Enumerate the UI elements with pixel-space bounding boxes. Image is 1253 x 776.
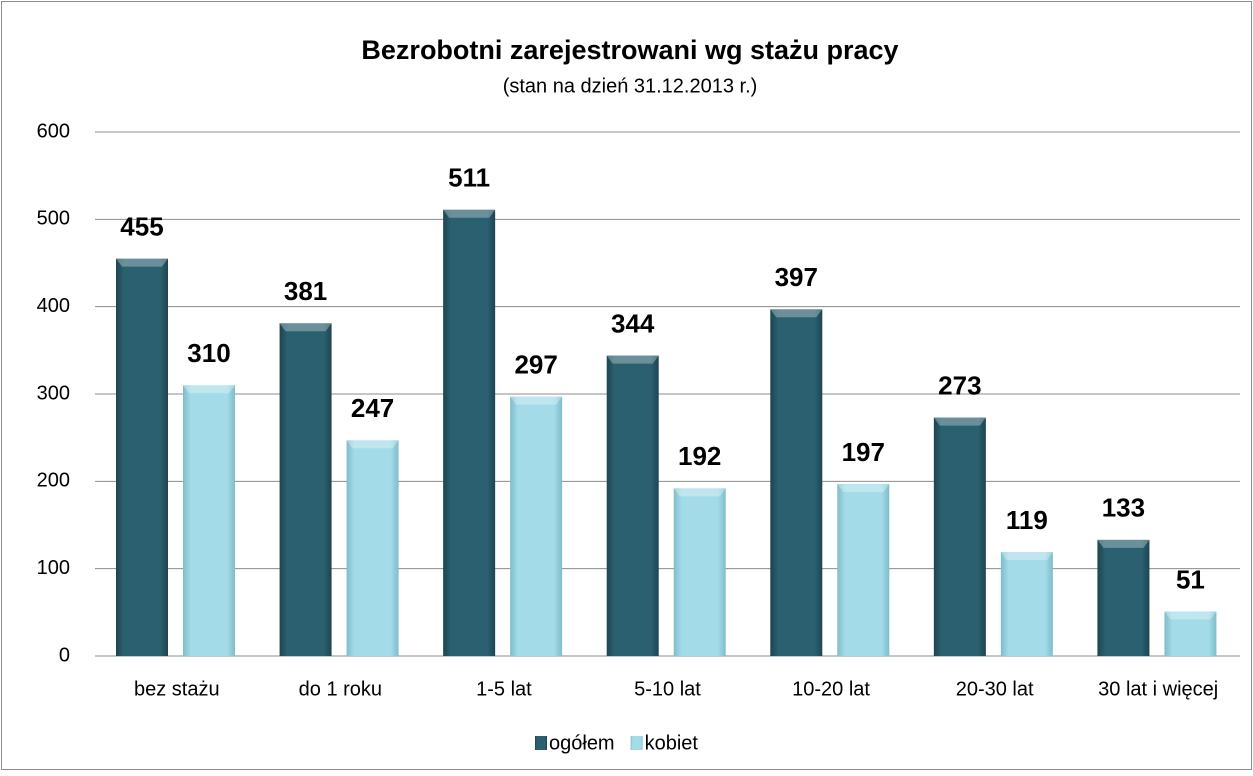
bar bbox=[673, 488, 726, 656]
bar-bevel bbox=[510, 396, 563, 405]
x-tick-label: 1-5 lat bbox=[476, 678, 532, 700]
bar-bevel bbox=[279, 323, 332, 332]
bar bbox=[443, 209, 496, 656]
y-tick-label: 0 bbox=[59, 644, 70, 666]
legend-label: kobiet bbox=[645, 732, 699, 754]
value-label: 297 bbox=[514, 349, 557, 379]
value-label: 381 bbox=[284, 276, 327, 306]
x-tick-label: bez stażu bbox=[134, 678, 220, 700]
bar bbox=[510, 396, 563, 656]
x-tick-label: 30 lat i więcej bbox=[1098, 678, 1218, 700]
y-tick-label: 300 bbox=[37, 382, 70, 404]
legend-label: ogółem bbox=[549, 732, 615, 754]
x-tick-label: 10-20 lat bbox=[792, 678, 870, 700]
bar-bevel bbox=[770, 309, 823, 318]
bar-bevel bbox=[1164, 611, 1217, 620]
y-tick-label: 400 bbox=[37, 295, 70, 317]
bar bbox=[837, 483, 890, 656]
value-label: 192 bbox=[678, 441, 721, 471]
bar-bevel bbox=[837, 483, 890, 492]
bar-bevel bbox=[183, 385, 235, 394]
bar bbox=[606, 355, 659, 656]
value-label: 397 bbox=[775, 262, 818, 292]
bar-bevel bbox=[933, 417, 986, 426]
value-label: 119 bbox=[1006, 505, 1048, 535]
value-label: 247 bbox=[351, 393, 394, 423]
bar bbox=[770, 309, 823, 656]
x-tick-label: 20-30 lat bbox=[956, 678, 1034, 700]
value-label: 51 bbox=[1176, 564, 1205, 594]
bar-bevel bbox=[673, 488, 726, 497]
y-tick-label: 200 bbox=[37, 470, 70, 492]
value-label: 197 bbox=[842, 437, 885, 467]
bar-bevel bbox=[443, 209, 496, 218]
bar bbox=[279, 323, 332, 656]
bar-bevel bbox=[1000, 552, 1053, 561]
bar bbox=[183, 385, 235, 656]
bar-bevel bbox=[346, 440, 399, 449]
value-label: 310 bbox=[187, 338, 230, 368]
y-tick-label: 500 bbox=[37, 208, 70, 230]
bar bbox=[1097, 539, 1150, 656]
value-label: 511 bbox=[448, 163, 490, 193]
bar bbox=[933, 417, 986, 656]
bar bbox=[1000, 552, 1053, 656]
x-tick-label: do 1 roku bbox=[299, 678, 382, 700]
legend-swatch bbox=[630, 736, 643, 750]
value-label: 133 bbox=[1102, 493, 1145, 523]
y-tick-label: 600 bbox=[37, 120, 70, 142]
legend-swatch bbox=[535, 736, 547, 750]
value-label: 273 bbox=[938, 370, 981, 400]
chart-subtitle: (stan na dzień 31.12.2013 r.) bbox=[503, 75, 758, 97]
bar-bevel bbox=[606, 355, 659, 364]
bar bbox=[116, 258, 168, 656]
bar bbox=[1164, 611, 1217, 656]
value-label: 455 bbox=[120, 212, 163, 242]
chart-title: Bezrobotni zarejestrowani wg stażu pracy bbox=[361, 35, 898, 65]
value-label: 344 bbox=[611, 308, 655, 338]
bar-bevel bbox=[116, 258, 168, 267]
y-tick-label: 100 bbox=[37, 557, 70, 579]
bar-bevel bbox=[1097, 539, 1150, 548]
x-tick-label: 5-10 lat bbox=[634, 678, 701, 700]
bar bbox=[346, 440, 399, 656]
